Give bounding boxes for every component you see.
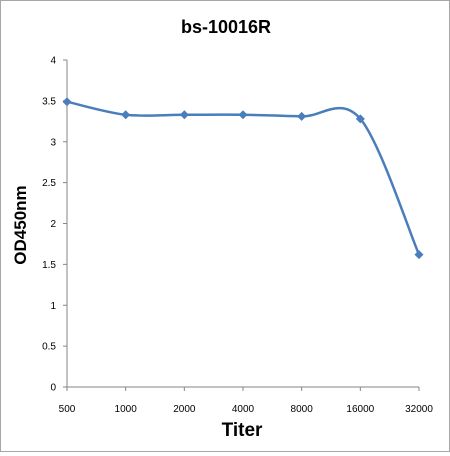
y-axis-title: OD450nm — [11, 185, 30, 264]
data-point-marker — [238, 110, 248, 120]
x-tick-label: 32000 — [405, 404, 433, 415]
y-tick-label: 2.5 — [42, 178, 56, 189]
x-axis-title: Titer — [222, 420, 263, 441]
x-tick-label: 8000 — [291, 404, 314, 415]
data-point-marker — [414, 250, 424, 260]
y-tick-label: 0.5 — [42, 342, 56, 353]
y-tick-label: 1.5 — [42, 260, 56, 271]
x-tick-label: 500 — [59, 404, 76, 415]
y-tick-label: 2 — [50, 219, 56, 230]
y-tick-label: 3 — [50, 137, 56, 148]
y-axis-ticks: 0 0.5 1 1.5 2 2.5 3 3.5 4 — [42, 56, 67, 394]
x-axis-ticks: 500 1000 2000 4000 8000 16000 32000 — [59, 387, 433, 415]
x-tick-label: 1000 — [115, 404, 138, 415]
x-tick-label: 4000 — [232, 404, 255, 415]
data-point-marker — [355, 114, 365, 124]
series-markers — [62, 97, 424, 260]
data-point-marker — [297, 111, 307, 121]
y-tick-label: 4 — [50, 56, 56, 67]
y-tick-label: 0 — [50, 383, 56, 394]
x-tick-label: 2000 — [173, 404, 196, 415]
x-tick-label: 16000 — [346, 404, 374, 415]
series-line — [66, 100, 421, 256]
chart-title: bs-10016R — [181, 17, 271, 37]
data-point-marker — [179, 110, 189, 120]
y-tick-label: 1 — [50, 301, 56, 312]
data-point-marker — [121, 110, 131, 120]
data-point-marker — [62, 97, 72, 107]
y-tick-label: 3.5 — [42, 96, 56, 107]
